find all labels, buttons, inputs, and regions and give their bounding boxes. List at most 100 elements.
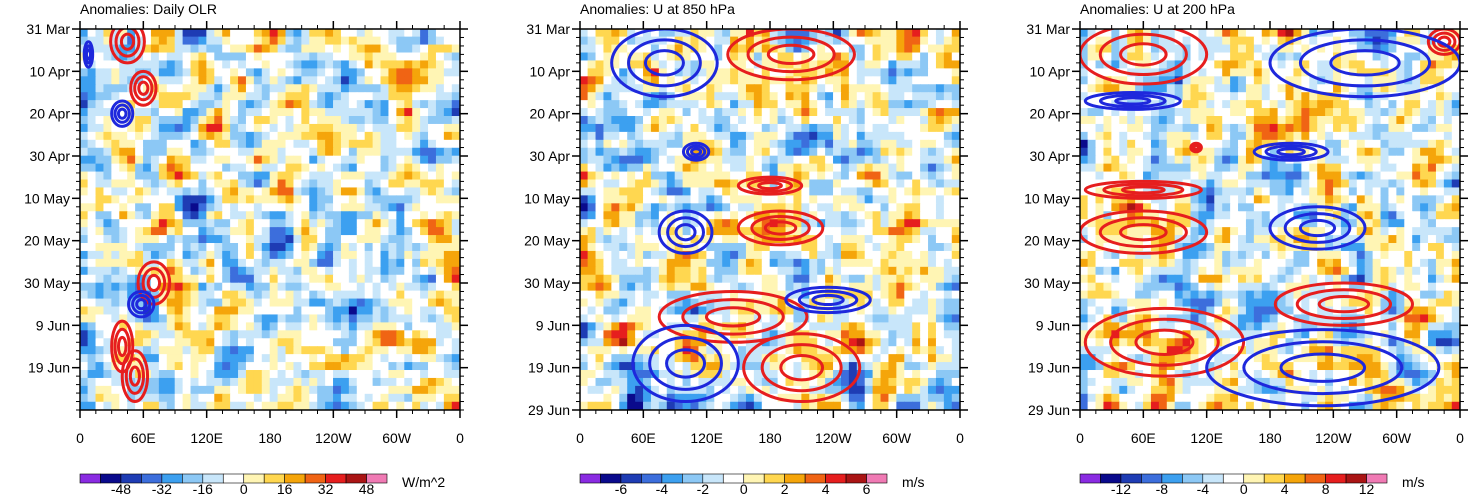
field-cell bbox=[404, 243, 413, 252]
field-cell bbox=[317, 290, 326, 300]
field-cell bbox=[443, 298, 453, 308]
field-cell bbox=[635, 298, 644, 308]
field-cell bbox=[619, 377, 628, 387]
field-cell bbox=[587, 346, 597, 355]
field-cell bbox=[269, 76, 279, 85]
field-cell bbox=[619, 258, 628, 268]
field-cell bbox=[935, 84, 945, 93]
field-cell bbox=[150, 377, 160, 387]
field-cell bbox=[935, 314, 945, 323]
field-cell bbox=[880, 203, 890, 212]
field-cell bbox=[856, 147, 866, 157]
field-cell bbox=[420, 377, 429, 387]
field-cell bbox=[111, 377, 120, 387]
field-cell bbox=[935, 219, 945, 228]
field-cell bbox=[261, 147, 271, 157]
field-cell bbox=[87, 338, 97, 347]
field-cell bbox=[325, 243, 334, 252]
field-cell bbox=[119, 322, 128, 331]
field-cell bbox=[943, 377, 953, 387]
field-cell bbox=[793, 227, 802, 236]
y-tick-label: 10 May bbox=[24, 190, 70, 206]
field-cell bbox=[435, 203, 445, 212]
field-cell bbox=[277, 250, 287, 260]
field-cell bbox=[174, 258, 184, 268]
field-cell bbox=[722, 131, 731, 141]
field-cell bbox=[119, 306, 128, 316]
field-cell bbox=[690, 385, 700, 395]
field-cell bbox=[325, 147, 334, 157]
field-cell bbox=[809, 274, 818, 284]
field-cell bbox=[951, 29, 960, 38]
field-cell bbox=[301, 243, 310, 252]
field-cell bbox=[793, 116, 802, 125]
field-cell bbox=[745, 227, 755, 236]
field-cell bbox=[174, 171, 184, 181]
field-cell bbox=[238, 76, 247, 85]
field-cell bbox=[103, 76, 112, 85]
field-cell bbox=[230, 377, 239, 387]
field-cell bbox=[769, 108, 779, 117]
y-tick-label: 20 May bbox=[24, 233, 70, 249]
field-cell bbox=[451, 68, 460, 77]
field-cell bbox=[587, 84, 597, 93]
field-cell bbox=[761, 385, 771, 395]
field-cell bbox=[738, 36, 747, 46]
field-cell bbox=[872, 76, 882, 85]
field-cell bbox=[817, 385, 826, 395]
field-cell bbox=[333, 258, 342, 268]
field-cell bbox=[785, 52, 795, 62]
field-cell bbox=[238, 354, 247, 363]
field-cell bbox=[896, 377, 905, 387]
field-cell bbox=[809, 171, 818, 181]
field-cell bbox=[840, 116, 850, 125]
field-cell bbox=[309, 36, 318, 46]
field-cell bbox=[738, 76, 747, 85]
field-cell bbox=[888, 68, 897, 77]
field-cell bbox=[253, 116, 263, 125]
field-cell bbox=[611, 330, 620, 339]
field-cell bbox=[317, 377, 326, 387]
field-cell bbox=[111, 139, 120, 149]
field-cell bbox=[293, 219, 302, 228]
field-cell bbox=[214, 401, 223, 410]
field-cell bbox=[420, 266, 429, 276]
field-cell bbox=[587, 76, 597, 85]
field-cell bbox=[396, 171, 405, 181]
field-cell bbox=[158, 123, 168, 133]
field-cell bbox=[627, 306, 636, 316]
field-cell bbox=[658, 385, 668, 395]
field-cell bbox=[943, 338, 953, 347]
field-cell bbox=[920, 258, 929, 268]
field-cell bbox=[635, 306, 644, 316]
field-cell bbox=[817, 314, 826, 323]
field-cell bbox=[356, 36, 366, 46]
field-cell bbox=[817, 266, 826, 276]
field-cell bbox=[95, 354, 105, 363]
field-cell bbox=[833, 147, 842, 157]
field-cell bbox=[825, 52, 834, 62]
field-cell bbox=[174, 362, 184, 371]
field-cell bbox=[951, 84, 960, 93]
field-cell bbox=[825, 298, 834, 308]
field-cell bbox=[872, 298, 882, 308]
field-cell bbox=[277, 298, 287, 308]
field-cell bbox=[95, 250, 105, 260]
field-cell bbox=[214, 282, 223, 292]
field-cell bbox=[356, 187, 366, 196]
field-cell bbox=[198, 116, 207, 125]
field-cell bbox=[643, 266, 652, 276]
field-cell bbox=[627, 179, 636, 189]
field-cell bbox=[627, 155, 636, 165]
field-cell bbox=[777, 100, 787, 109]
field-cell bbox=[325, 203, 334, 212]
field-cell bbox=[840, 139, 850, 149]
field-cell bbox=[714, 84, 723, 93]
field-cell bbox=[943, 290, 953, 300]
field-cell bbox=[230, 362, 239, 371]
field-cell bbox=[269, 195, 279, 204]
field-cell bbox=[880, 163, 890, 173]
field-cell bbox=[714, 235, 723, 244]
field-cell bbox=[396, 290, 405, 300]
field-cell bbox=[666, 155, 676, 165]
